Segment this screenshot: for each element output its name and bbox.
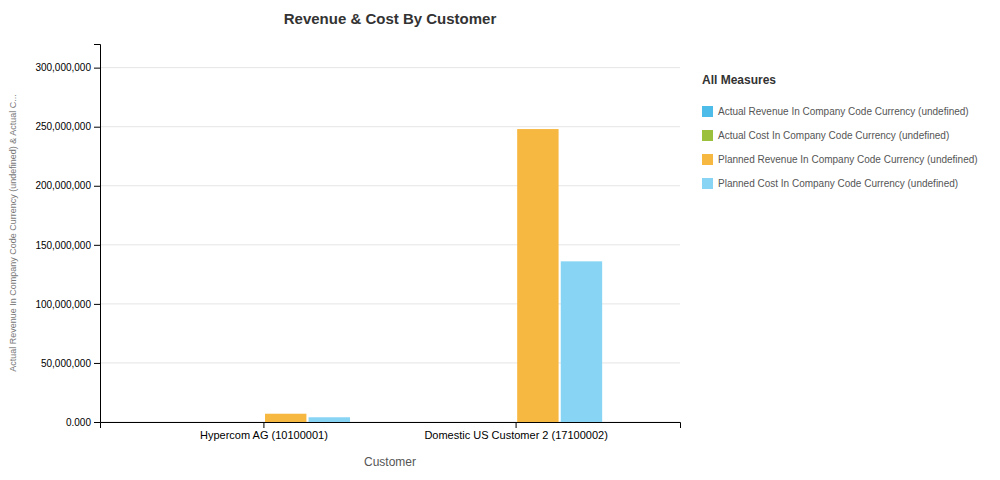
y-axis-line [94, 45, 101, 423]
y-tick-mark [94, 186, 100, 187]
y-tick-label: 300,000,000 [35, 62, 91, 73]
grid-line [100, 126, 680, 127]
bar [430, 422, 471, 423]
y-tick-mark [94, 363, 100, 364]
y-tick: 200,000,000 [35, 180, 100, 191]
y-tick-mark [94, 68, 100, 69]
bar [517, 129, 558, 422]
x-label: Customer [364, 455, 416, 469]
legend-title: All Measures [702, 73, 776, 87]
legend-swatch [702, 154, 713, 165]
y-tick: 250,000,000 [35, 121, 100, 132]
y-tick: 150,000,000 [35, 240, 100, 251]
legend-label: Actual Revenue In Company Code Currency … [718, 106, 969, 117]
bar [474, 422, 515, 423]
grid-line [100, 185, 680, 186]
y-tick-label: 0.000 [66, 417, 91, 428]
x-tick-mark [263, 422, 264, 428]
bar [221, 422, 262, 423]
grid [100, 68, 680, 422]
y-tick: 50,000,000 [41, 358, 100, 369]
legend-entry: Actual Cost In Company Code Currency (un… [702, 130, 949, 141]
legend-entry: Planned Cost In Company Code Currency (u… [702, 178, 958, 189]
x-axis: Hypercom AG (10100001) Domestic US Custom… [101, 422, 681, 441]
y-tick-label: 200,000,000 [35, 180, 91, 191]
bar [561, 261, 602, 422]
plot: 0.000 50,000,000 100,000,000 150,000,000 200… [35, 45, 680, 441]
bars [265, 129, 602, 422]
y-label: Actual Revenue In Company Code Currency … [8, 94, 18, 372]
x-tick: Domestic US Customer 2 (17100002) [424, 422, 607, 441]
y-tick-mark [94, 304, 100, 305]
y-tick-label: 150,000,000 [35, 240, 91, 251]
bar [178, 422, 219, 423]
y-axis: 0.000 50,000,000 100,000,000 150,000,000 200… [35, 45, 100, 428]
x-tick-label: Domestic US Customer 2 (17100002) [424, 429, 607, 441]
legend-swatch [702, 106, 713, 117]
legend: All Measures Actual Revenue In Company Co… [702, 73, 978, 189]
bar [265, 414, 306, 422]
title: Revenue & Cost By Customer [284, 10, 497, 27]
legend-entry: Actual Revenue In Company Code Currency … [702, 106, 969, 117]
legend-swatch [702, 178, 713, 189]
bar-series [265, 129, 559, 422]
x-tick: Hypercom AG (10100001) [200, 422, 328, 441]
bar-series [309, 261, 603, 422]
y-tick-mark [94, 245, 100, 246]
y-tick: 300,000,000 [35, 62, 100, 73]
y-tick-label: 100,000,000 [35, 299, 91, 310]
grid-line [100, 67, 680, 68]
y-tick: 0.000 [66, 417, 100, 428]
y-tick-mark [94, 127, 100, 128]
y-tick: 100,000,000 [35, 299, 100, 310]
x-axis-line [101, 423, 681, 429]
x-tick-label: Hypercom AG (10100001) [200, 429, 328, 441]
legend-entry: Planned Revenue In Company Code Currency… [702, 154, 978, 165]
y-tick-label: 50,000,000 [41, 358, 91, 369]
chart-svg: 0.000 50,000,000 100,000,000 150,000,000 200… [0, 0, 1000, 480]
y-tick-label: 250,000,000 [35, 121, 91, 132]
grid-line [100, 244, 680, 245]
legend-swatch [702, 130, 713, 141]
x-tick-mark [516, 422, 517, 428]
legend-label: Planned Cost In Company Code Currency (u… [718, 178, 958, 189]
legend-label: Actual Cost In Company Code Currency (un… [718, 130, 949, 141]
y-tick-mark [94, 422, 100, 423]
bar [309, 417, 350, 422]
legend-label: Planned Revenue In Company Code Currency… [718, 154, 978, 165]
